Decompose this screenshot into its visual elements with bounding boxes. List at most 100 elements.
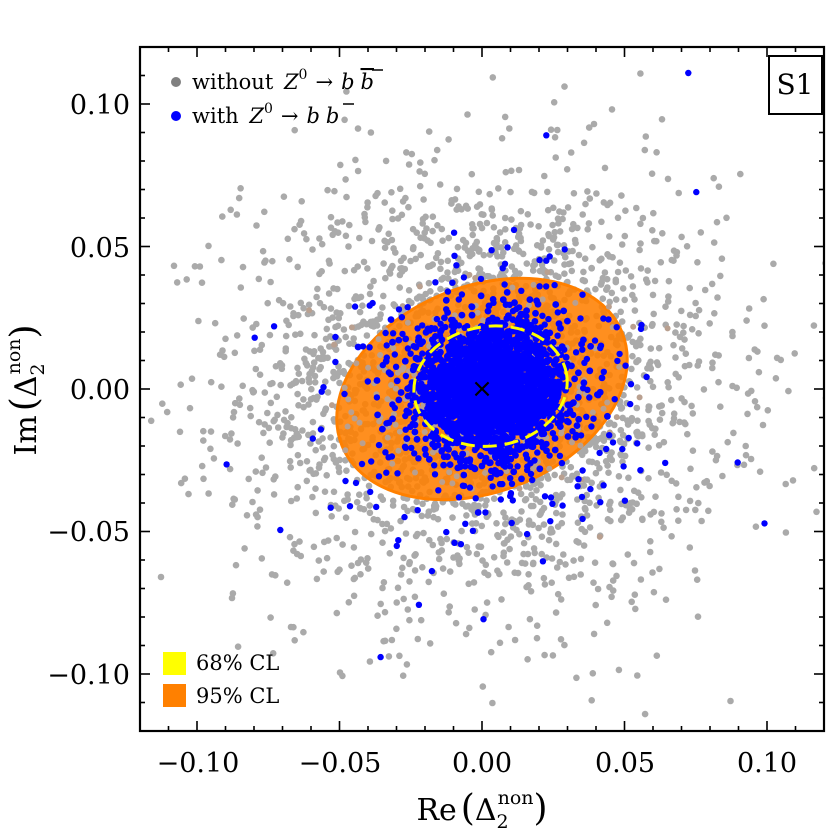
point-without [252, 365, 260, 373]
point-without [612, 296, 620, 303]
point-without [686, 311, 694, 319]
point-without [535, 524, 542, 532]
point-without [668, 477, 675, 485]
point-with [401, 443, 409, 450]
point-with [554, 332, 561, 339]
point-without [176, 428, 184, 436]
point-without [577, 555, 585, 563]
point-without [606, 419, 614, 427]
point-without [185, 490, 192, 498]
point-without [370, 516, 378, 523]
point-without [449, 480, 456, 487]
point-without [570, 190, 578, 197]
point-without [530, 189, 538, 197]
point-without [555, 273, 562, 281]
point-without [580, 542, 588, 549]
point-without [254, 523, 261, 530]
point-with [597, 499, 604, 506]
point-with [438, 448, 445, 455]
point-without [747, 455, 755, 463]
point-without [498, 252, 506, 260]
point-without [511, 636, 519, 644]
point-without [603, 275, 611, 283]
point-with [503, 315, 511, 322]
point-without [756, 468, 764, 476]
point-without [434, 250, 442, 257]
point-without [269, 379, 276, 387]
point-without [619, 414, 626, 422]
point-with [508, 480, 516, 487]
point-without [420, 529, 427, 537]
point-with [508, 519, 515, 527]
point-without [517, 207, 525, 215]
point-without [388, 636, 396, 644]
point-without [454, 243, 462, 251]
point-without [404, 606, 412, 613]
point-without [274, 424, 282, 431]
point-with [577, 315, 584, 322]
point-without [305, 401, 312, 408]
point-without [557, 636, 565, 643]
point-without [399, 672, 407, 679]
point-without [633, 500, 640, 508]
point-with [586, 394, 593, 401]
point-without [420, 196, 427, 203]
point-without [427, 239, 434, 247]
point-without [348, 324, 355, 331]
point-with [522, 451, 530, 458]
point-without [561, 641, 568, 649]
point-without [309, 418, 317, 426]
point-without [630, 487, 638, 495]
point-without [159, 400, 166, 408]
point-with [579, 467, 586, 474]
point-with [402, 426, 409, 433]
point-without [710, 239, 718, 246]
point-with [450, 229, 458, 236]
point-with [309, 435, 316, 442]
point-without [660, 438, 668, 446]
point-without [508, 167, 515, 175]
point-without [601, 269, 609, 276]
point-without [709, 364, 716, 372]
point-without [280, 193, 288, 200]
point-with [417, 380, 425, 388]
point-with [600, 482, 607, 489]
point-with [431, 462, 438, 469]
point-without [650, 209, 657, 217]
point-without [489, 74, 497, 81]
point-with [525, 349, 533, 357]
point-without [325, 290, 333, 297]
point-with [446, 461, 454, 468]
point-without [254, 487, 261, 494]
point-without [327, 213, 335, 221]
point-without [403, 149, 410, 156]
point-without [719, 472, 726, 480]
point-without [589, 670, 597, 677]
point-without [316, 299, 324, 307]
point-with [395, 537, 402, 544]
point-with [611, 396, 618, 403]
point-without [322, 335, 330, 343]
point-without [313, 575, 321, 583]
point-without [468, 170, 476, 178]
point-without [353, 498, 361, 506]
point-with [586, 367, 594, 375]
point-without [419, 564, 426, 571]
point-without [567, 463, 575, 471]
point-without [682, 350, 690, 358]
point-without [291, 540, 298, 548]
point-without [416, 168, 423, 175]
point-without [379, 496, 387, 504]
point-without [665, 383, 672, 391]
point-without [414, 530, 421, 538]
point-without [465, 580, 473, 588]
point-without [312, 509, 320, 517]
point-without [662, 303, 669, 311]
point-without [412, 255, 420, 263]
point-without [456, 555, 463, 562]
point-without [498, 135, 506, 142]
point-without [170, 262, 178, 270]
point-without [309, 246, 316, 253]
point-without [764, 407, 772, 414]
point-without [619, 514, 627, 521]
